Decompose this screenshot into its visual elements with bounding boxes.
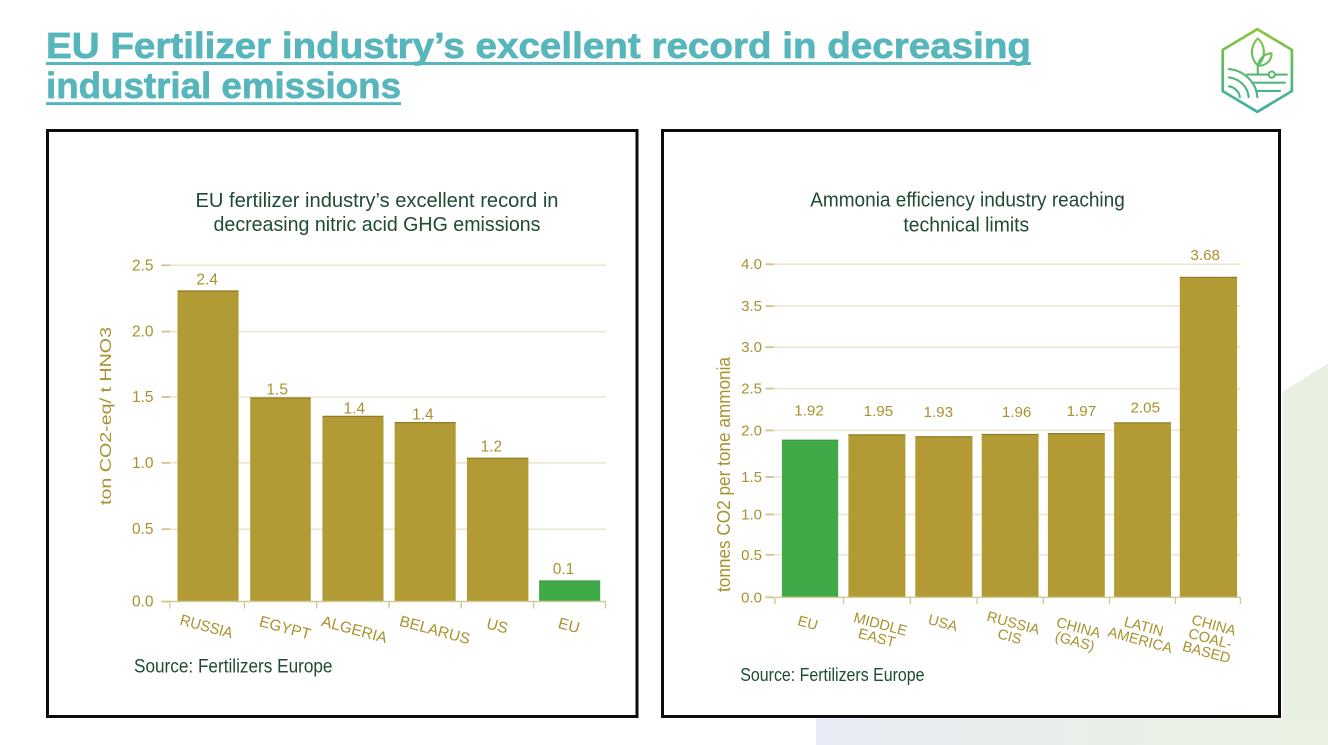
svg-text:2.5: 2.5 <box>741 381 762 398</box>
svg-text:2.0: 2.0 <box>741 422 762 439</box>
svg-text:3.0: 3.0 <box>741 339 762 356</box>
svg-text:1.0: 1.0 <box>741 507 762 524</box>
svg-text:EU: EU <box>796 613 820 634</box>
svg-text:Source: Fertilizers Europe: Source: Fertilizers Europe <box>740 665 924 685</box>
svg-text:0.5: 0.5 <box>741 547 762 564</box>
svg-text:1.5: 1.5 <box>266 382 288 399</box>
svg-text:1.95: 1.95 <box>864 403 894 420</box>
svg-text:technical limits: technical limits <box>903 215 1029 237</box>
svg-text:1.4: 1.4 <box>412 406 434 423</box>
svg-text:4.0: 4.0 <box>741 256 762 273</box>
svg-text:1.97: 1.97 <box>1067 403 1097 420</box>
svg-text:2.0: 2.0 <box>132 324 154 341</box>
svg-text:2.5: 2.5 <box>132 257 154 274</box>
svg-text:3.68: 3.68 <box>1190 247 1220 264</box>
svg-text:CIS: CIS <box>996 626 1023 648</box>
svg-text:EU fertilizer industry’s excel: EU fertilizer industry’s excellent recor… <box>196 190 559 212</box>
svg-text:Source: Fertilizers Europe: Source: Fertilizers Europe <box>134 657 333 678</box>
svg-text:1.5: 1.5 <box>741 469 762 486</box>
svg-text:decreasing nitric acid GHG emi: decreasing nitric acid GHG emissions <box>214 214 541 236</box>
svg-text:1.92: 1.92 <box>794 403 824 420</box>
svg-text:2.05: 2.05 <box>1131 400 1161 417</box>
svg-text:0.1: 0.1 <box>553 561 575 578</box>
svg-text:2.4: 2.4 <box>196 272 218 289</box>
svg-text:1.93: 1.93 <box>924 404 954 421</box>
svg-text:0.0: 0.0 <box>741 589 762 606</box>
svg-text:EU Fertilizer industry’s excel: EU Fertilizer industry’s excellent recor… <box>46 25 1031 66</box>
svg-text:0.5: 0.5 <box>132 521 154 538</box>
svg-text:industrial emissions: industrial emissions <box>46 65 401 106</box>
svg-text:tonnes CO2 per tone ammonia: tonnes CO2 per tone ammonia <box>713 356 734 592</box>
svg-text:3.5: 3.5 <box>741 298 762 315</box>
svg-text:EU: EU <box>556 615 581 637</box>
svg-text:USA: USA <box>926 612 959 635</box>
svg-text:1.5: 1.5 <box>132 389 154 406</box>
svg-text:ton CO2-eq/ t HNO3: ton CO2-eq/ t HNO3 <box>98 327 115 505</box>
svg-text:1.2: 1.2 <box>481 438 503 455</box>
svg-text:US: US <box>485 616 510 638</box>
svg-text:0.0: 0.0 <box>132 594 154 611</box>
svg-text:1.4: 1.4 <box>344 401 366 418</box>
svg-text:1.0: 1.0 <box>132 455 154 472</box>
svg-text:1.96: 1.96 <box>1002 404 1032 421</box>
svg-text:Ammonia efficiency industry re: Ammonia efficiency industry reaching <box>810 190 1125 212</box>
